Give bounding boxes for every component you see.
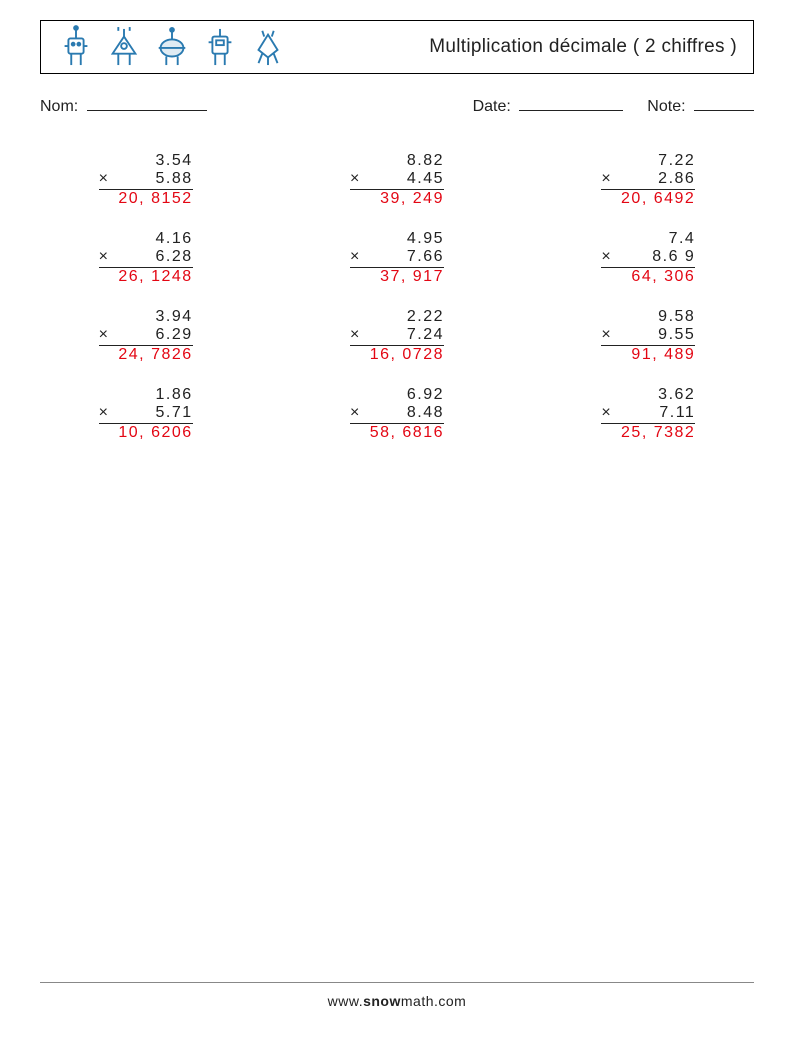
problem: 3.54 × 5.88 20, 8152 bbox=[40, 152, 251, 208]
problem: 3.62 × 7.11 25, 7382 bbox=[543, 386, 754, 442]
operator: × bbox=[601, 170, 612, 188]
robot-icons bbox=[57, 25, 287, 69]
operand-a: 1.86 bbox=[99, 386, 193, 404]
robot-icon bbox=[249, 25, 287, 69]
operand-a: 8.82 bbox=[350, 152, 444, 170]
problem: 4.16 × 6.28 26, 1248 bbox=[40, 230, 251, 286]
operand-b: 4.45 bbox=[407, 170, 444, 187]
footer: www.snowmath.com bbox=[0, 982, 794, 1009]
answer: 64, 306 bbox=[601, 268, 695, 286]
operand-a: 6.92 bbox=[350, 386, 444, 404]
problem: 7.22 × 2.86 20, 6492 bbox=[543, 152, 754, 208]
nom-label: Nom: bbox=[40, 98, 78, 115]
problem: 3.94 × 6.29 24, 7826 bbox=[40, 308, 251, 364]
operand-b: 5.71 bbox=[156, 404, 193, 421]
operand-a: 3.62 bbox=[601, 386, 695, 404]
answer: 39, 249 bbox=[350, 190, 444, 208]
problem: 2.22 × 7.24 16, 0728 bbox=[291, 308, 502, 364]
operand-b: 9.55 bbox=[658, 326, 695, 343]
problem: 4.95 × 7.66 37, 917 bbox=[291, 230, 502, 286]
footer-brand: snow bbox=[363, 993, 401, 1009]
answer: 20, 6492 bbox=[601, 190, 695, 208]
footer-site: www.snowmath.com bbox=[0, 993, 794, 1009]
operand-b: 7.66 bbox=[407, 248, 444, 265]
date-label: Date: bbox=[473, 98, 511, 115]
answer: 26, 1248 bbox=[99, 268, 193, 286]
operator: × bbox=[99, 248, 110, 266]
answer: 25, 7382 bbox=[601, 424, 695, 442]
footer-prefix: www. bbox=[328, 993, 363, 1009]
problem: 1.86 × 5.71 10, 6206 bbox=[40, 386, 251, 442]
problem: 6.92 × 8.48 58, 6816 bbox=[291, 386, 502, 442]
operator: × bbox=[99, 170, 110, 188]
note-field: Note: bbox=[647, 96, 754, 116]
robot-icon bbox=[201, 25, 239, 69]
operand-b: 6.28 bbox=[156, 248, 193, 265]
problems-grid: 3.54 × 5.88 20, 8152 8.82 × 4.45 39, 249 7… bbox=[40, 152, 754, 442]
operand-a: 4.16 bbox=[99, 230, 193, 248]
date-field: Date: bbox=[473, 96, 624, 116]
nom-blank[interactable] bbox=[87, 96, 207, 111]
operand-b: 7.11 bbox=[659, 404, 695, 421]
operand-a: 7.22 bbox=[601, 152, 695, 170]
answer: 20, 8152 bbox=[99, 190, 193, 208]
worksheet-page: Multiplication décimale ( 2 chiffres ) N… bbox=[0, 0, 794, 1053]
header-bar: Multiplication décimale ( 2 chiffres ) bbox=[40, 20, 754, 74]
robot-icon bbox=[153, 25, 191, 69]
operand-a: 3.54 bbox=[99, 152, 193, 170]
nom-field: Nom: bbox=[40, 96, 207, 116]
operand-a: 4.95 bbox=[350, 230, 444, 248]
note-label: Note: bbox=[647, 98, 685, 115]
footer-rule bbox=[40, 982, 754, 983]
operator: × bbox=[601, 326, 612, 344]
problem: 7.4 × 8.6 9 64, 306 bbox=[543, 230, 754, 286]
answer: 24, 7826 bbox=[99, 346, 193, 364]
robot-icon bbox=[105, 25, 143, 69]
operator: × bbox=[350, 326, 361, 344]
note-blank[interactable] bbox=[694, 96, 754, 111]
operator: × bbox=[99, 326, 110, 344]
operator: × bbox=[601, 404, 612, 422]
operand-a: 7.4 bbox=[601, 230, 695, 248]
answer: 91, 489 bbox=[601, 346, 695, 364]
worksheet-title: Multiplication décimale ( 2 chiffres ) bbox=[429, 36, 737, 58]
operand-a: 2.22 bbox=[350, 308, 444, 326]
problem: 9.58 × 9.55 91, 489 bbox=[543, 308, 754, 364]
operator: × bbox=[350, 248, 361, 266]
operator: × bbox=[99, 404, 110, 422]
robot-icon bbox=[57, 25, 95, 69]
answer: 10, 6206 bbox=[99, 424, 193, 442]
answer: 58, 6816 bbox=[350, 424, 444, 442]
problem: 8.82 × 4.45 39, 249 bbox=[291, 152, 502, 208]
operand-b: 8.48 bbox=[407, 404, 444, 421]
operator: × bbox=[601, 248, 612, 266]
answer: 37, 917 bbox=[350, 268, 444, 286]
operator: × bbox=[350, 404, 361, 422]
answer: 16, 0728 bbox=[350, 346, 444, 364]
operand-b: 5.88 bbox=[156, 170, 193, 187]
operand-a: 3.94 bbox=[99, 308, 193, 326]
operator: × bbox=[350, 170, 361, 188]
meta-row: Nom: Date: Note: bbox=[40, 96, 754, 116]
footer-suffix: math.com bbox=[401, 993, 466, 1009]
operand-b: 8.6 9 bbox=[652, 248, 695, 265]
operand-b: 7.24 bbox=[407, 326, 444, 343]
date-blank[interactable] bbox=[519, 96, 623, 111]
operand-b: 6.29 bbox=[156, 326, 193, 343]
operand-a: 9.58 bbox=[601, 308, 695, 326]
operand-b: 2.86 bbox=[658, 170, 695, 187]
